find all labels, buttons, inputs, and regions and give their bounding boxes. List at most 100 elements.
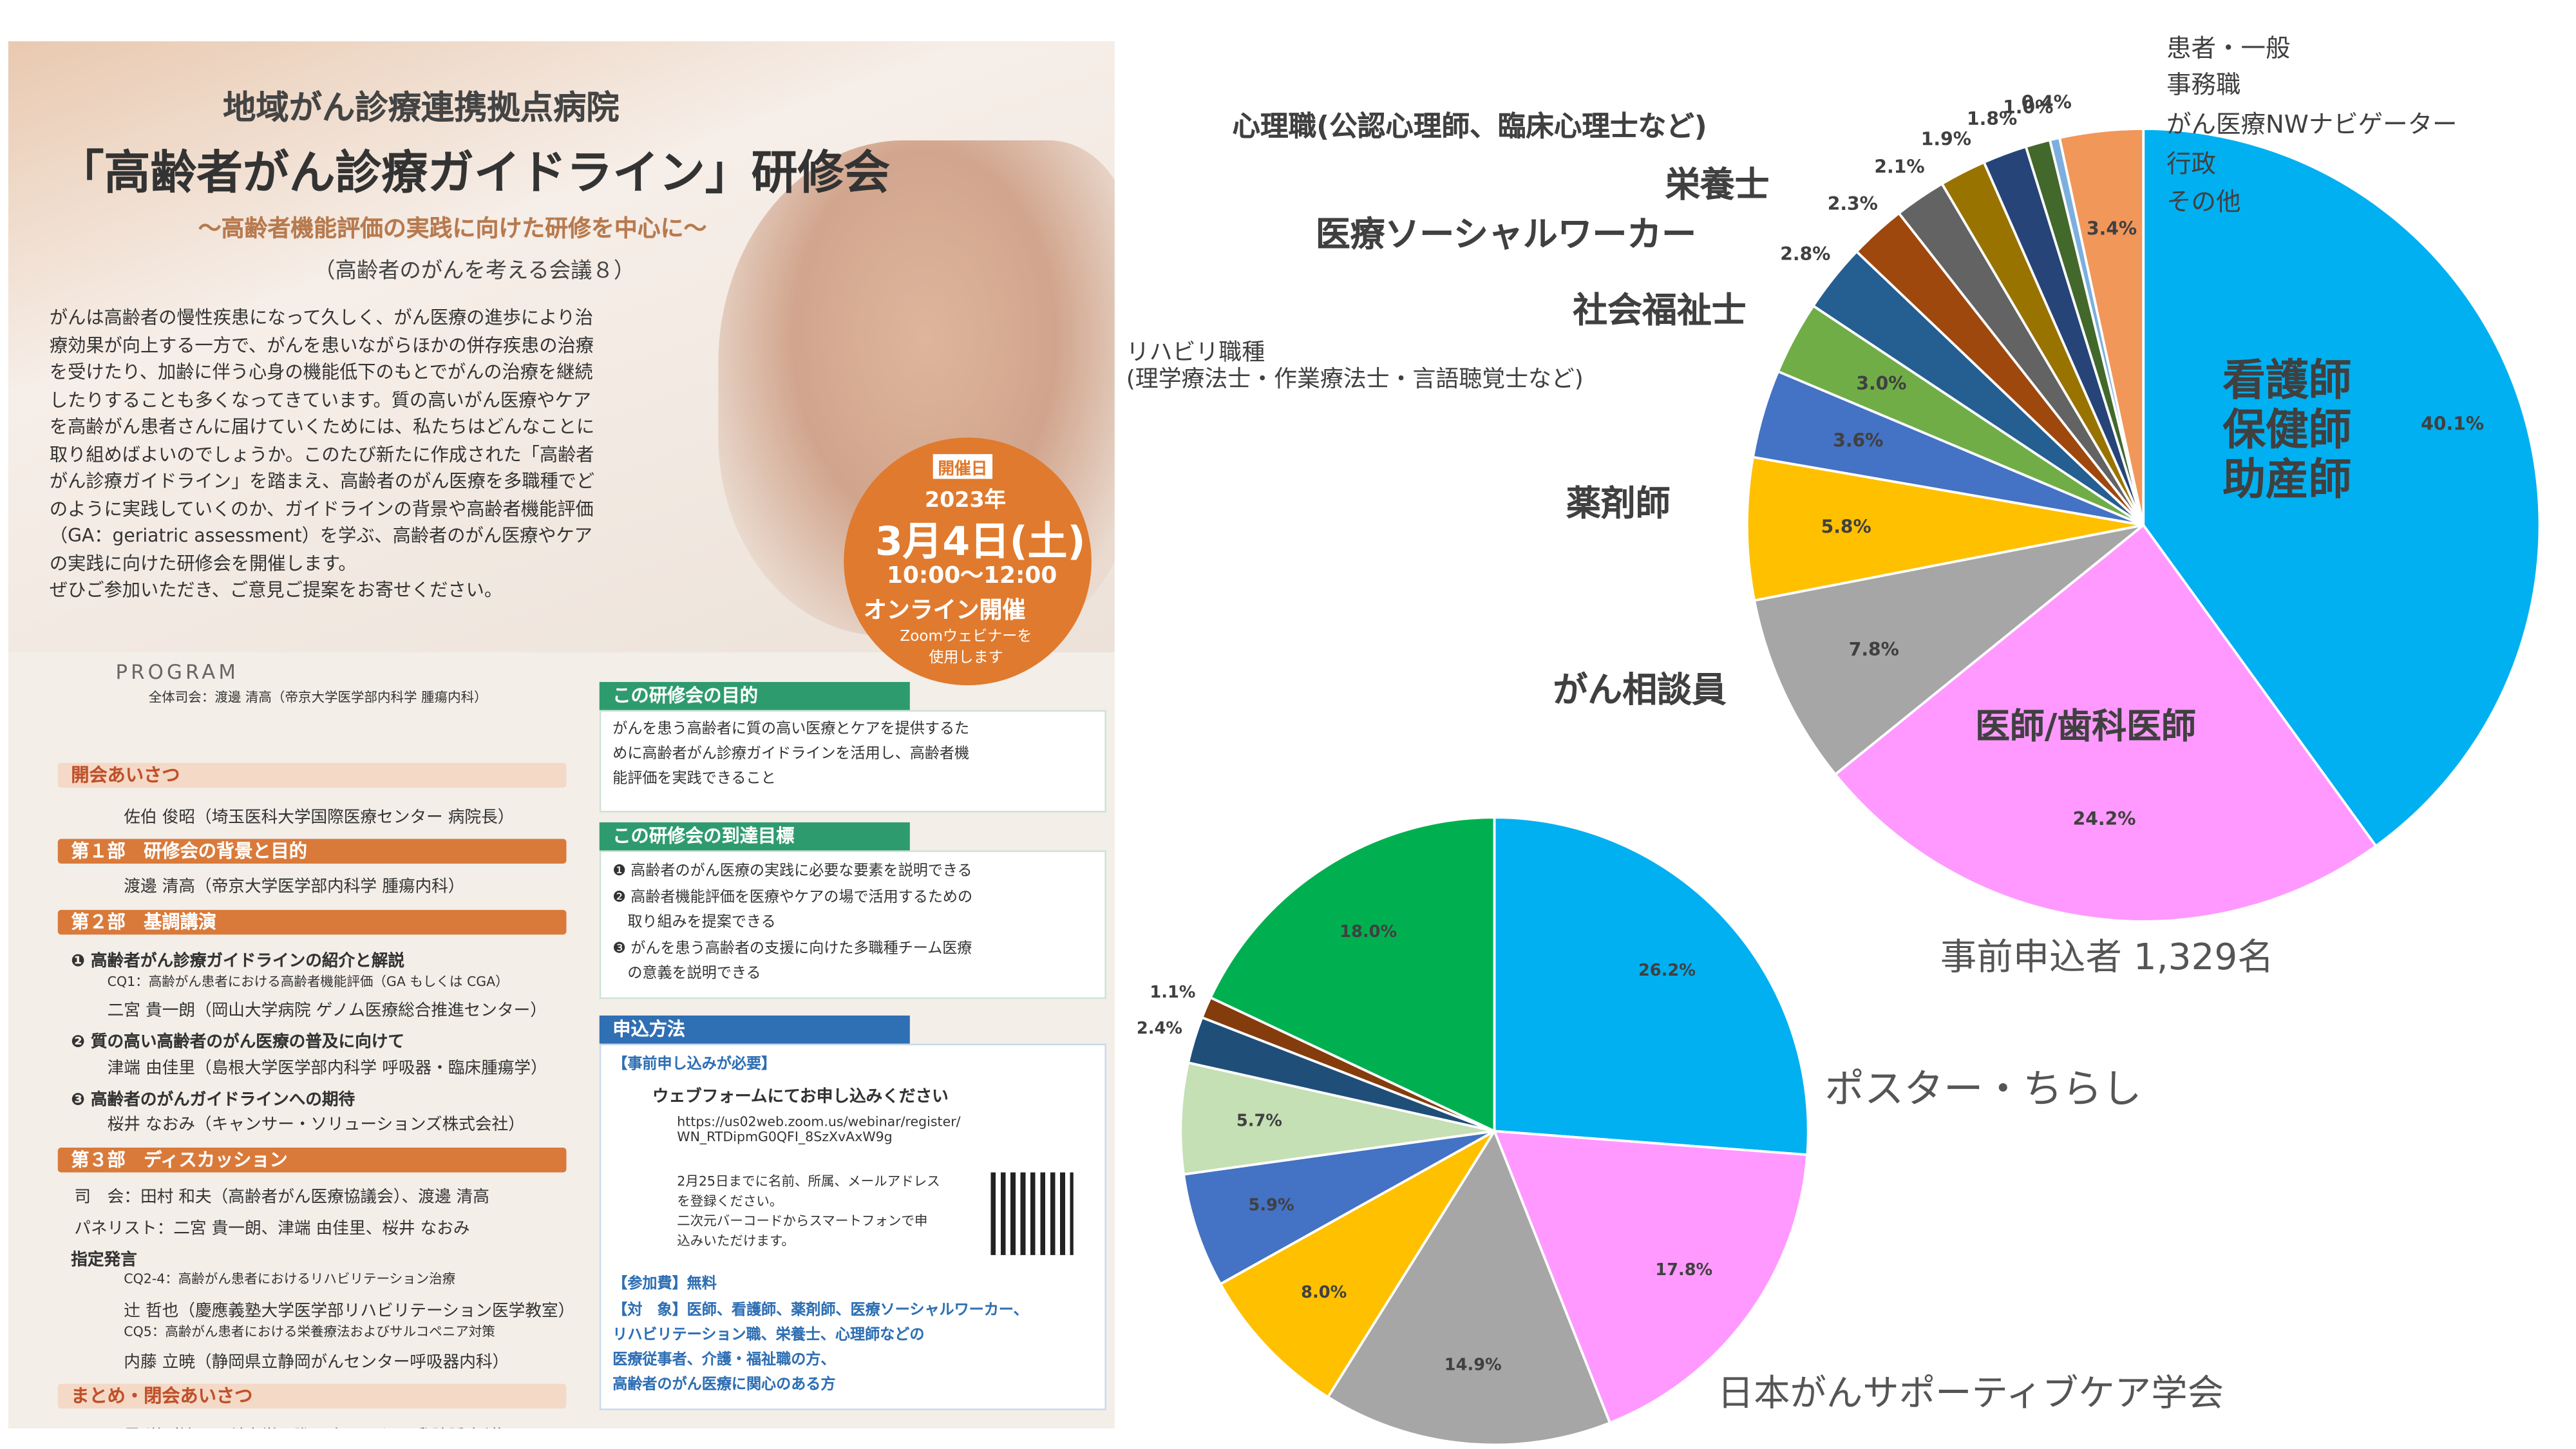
category-label: 医師/歯科医師 <box>1975 706 2196 746</box>
apply-line: 【参加費】無料 <box>612 1276 717 1293</box>
value-label: 1.9% <box>1921 128 1971 149</box>
date-year: 2023年 <box>924 488 1007 514</box>
category-label: 心理職(公認心理師、臨床心理士など) <box>1232 111 1707 144</box>
program-line: ❶ 高齢者がん診療ガイドラインの紹介と解説 <box>71 952 405 971</box>
apply-line: 【事前申し込みが必要】 <box>612 1057 777 1074</box>
value-label: 7.8% <box>1849 639 1899 660</box>
value-label: 1.0% <box>2003 97 2053 118</box>
program-line: 辻 哲也（慶應義塾大学医学部リハビリテーション医学教室） <box>124 1303 575 1321</box>
category-label: がん相談員 <box>1553 670 1727 710</box>
value-label: 26.2% <box>1638 961 1696 980</box>
pie-slice <box>1182 1130 1495 1286</box>
date-time: 10:00～12:00 <box>886 563 1057 590</box>
value-label: 3.6% <box>1833 430 1883 451</box>
flyer: 地域がん診療連携拠点病院 「高齢者がん診療ガイドライン」研修会 ～高齢者機能評価… <box>8 41 1115 1428</box>
pie-slice <box>1493 816 1810 1157</box>
program-line: CQ5：高齢がん患者における栄養療法およびサルコペニア対策 <box>124 1324 495 1340</box>
category-label: がん医療NWナビゲーター <box>2166 109 2458 140</box>
value-label: 8.0% <box>1301 1283 1347 1302</box>
series-note: （高齢者のがんを考える会議８） <box>314 259 636 285</box>
pie-slice <box>2142 128 2541 848</box>
value-label: 1.8% <box>1967 108 2017 129</box>
value-label: 2.8% <box>1780 243 1830 265</box>
mode-note: Zoomウェビナーを 使用します <box>900 629 1032 667</box>
program-line: 内藤 立暁（静岡県立静岡がんセンター呼吸器内科） <box>124 1354 509 1372</box>
annotation: 事前申込者 1,329名 <box>1940 938 2274 980</box>
value-label: 17.8% <box>1655 1260 1712 1280</box>
apply-line: 2月25日までに名前、所属、メールアドレス を登録ください。 二次元バーコードか… <box>677 1174 940 1249</box>
pie-slice <box>1218 1130 1496 1399</box>
category-label: 医療ソーシャルワーカー <box>1315 214 1697 254</box>
program-line: パネリスト：二宮 貴一朗、津端 由佳里、桜井 なおみ <box>74 1220 470 1239</box>
program-line: CQ1：高齢がん患者における高齢者機能評価（GA もしくは CGA） <box>107 974 509 989</box>
program-section: 開会あいさつ <box>57 762 567 788</box>
program-line: 指定発言 <box>71 1251 137 1270</box>
pie-slice <box>1179 1061 1495 1176</box>
goal: ❷ 高齢者機能評価を医療やケアの場で活用するための 取り組みを提案できる <box>612 890 973 932</box>
value-label: 5.8% <box>1821 516 1871 538</box>
pie-slice <box>1209 816 1496 1133</box>
apply-heading: 申込方法 <box>599 1015 910 1044</box>
program-line: 佐伯 俊昭（埼玉医科大学国際医療センター 病院長） <box>124 809 515 828</box>
purpose-heading: この研修会の目的 <box>599 681 910 710</box>
program-line: 桜井 なおみ（キャンサー・ソリューションズ株式会社） <box>107 1116 525 1135</box>
value-label: 14.9% <box>1444 1355 1502 1374</box>
purpose-text: がんを患う高齢者に質の高い医療とケアを提供するた めに高齢者がん診療ガイドライン… <box>612 721 970 788</box>
category-label: 薬剤師 <box>1566 484 1671 524</box>
title: 「高齢者がん診療ガイドライン」研修会 <box>57 145 891 200</box>
program-line: 司 会：田村 和夫（高齢者がん医療協議会）、渡邊 清高 <box>74 1189 489 1208</box>
pie-slice <box>1326 1128 1612 1446</box>
program-chair: 全体司会：渡邊 清高（帝京大学医学部内科学 腫瘍内科） <box>148 690 488 705</box>
program-section: 第２部 基調講演 <box>57 909 567 935</box>
pie-slice <box>1752 524 2145 777</box>
value-label: 5.7% <box>1236 1111 1282 1130</box>
program-section: まとめ・閉会あいさつ <box>57 1383 567 1409</box>
value-label: 2.1% <box>1874 156 1924 177</box>
date-day: 3月4日(土) <box>875 518 1086 565</box>
value-label: 24.2% <box>2073 808 2136 829</box>
program-heading: PROGRAM <box>115 660 240 684</box>
category-label: 患者・一般 <box>2166 33 2291 64</box>
goals-heading: この研修会の到達目標 <box>599 822 910 851</box>
category-label: 看護師 保健師 助産師 <box>2222 357 2352 506</box>
program-section: 第３部 ディスカッション <box>57 1148 567 1173</box>
value-label: 18.0% <box>1340 922 1397 942</box>
apply-line: 【対 象】医師、看護師、薬剤師、医療ソーシャルワーカー、 リハビリテーション職、… <box>612 1303 1028 1394</box>
qr-code <box>990 1172 1074 1255</box>
annotation: 日本がんサポーティブケア学会 <box>1717 1374 2224 1416</box>
apply-line: https://us02web.zoom.us/webinar/register… <box>677 1114 961 1144</box>
value-label: 40.1% <box>2421 413 2484 435</box>
value-label: 3.4% <box>2087 218 2137 239</box>
org: 地域がん診療連携拠点病院 <box>223 87 620 128</box>
pie-slice <box>1745 455 2144 602</box>
value-label: 3.0% <box>1856 373 1906 394</box>
date-badge <box>844 437 1092 686</box>
program-line: 津端 由佳里（島根大学医学部内科学 呼吸器・臨床腫瘍学） <box>107 1060 547 1079</box>
program-line: ❷ 質の高い高齢者のがん医療の普及に向けて <box>71 1034 405 1052</box>
category-label: その他 <box>2166 187 2241 217</box>
category-label: 事務職 <box>2166 70 2241 100</box>
program-line: 渡邊 清高（帝京大学医学部内科学 腫瘍内科） <box>124 878 465 897</box>
intro: がんは高齢者の慢性疾患になって久しく、がん医療の進歩により治 療効果が向上する一… <box>49 307 595 601</box>
category-label: リハビリ職種 (理学療法士・作業療法士・言語聴覚士など) <box>1126 339 1584 393</box>
value-label: 2.3% <box>1828 193 1878 214</box>
date-label: 開催日 <box>933 454 993 479</box>
mode: オンライン開催 <box>864 598 1026 625</box>
program-line: CQ2-4：高齢がん患者におけるリハビリテーション治療 <box>124 1271 456 1287</box>
program-line: 二宮 貴一朗（岡山大学病院 ゲノム医療総合推進センター） <box>107 1002 547 1021</box>
value-label: 5.9% <box>1249 1196 1294 1215</box>
value-label: 1.1% <box>1150 983 1195 1002</box>
value-label: 0.4% <box>2022 92 2072 113</box>
category-label: 社会福祉士 <box>1573 290 1747 330</box>
program-line: ❸ 高齢者のがんガイドラインへの期待 <box>71 1091 355 1110</box>
category-label: 行政 <box>2166 149 2217 179</box>
subtitle: ～高齢者機能評価の実践に向けた研修を中心に～ <box>198 216 707 243</box>
apply-line: ウェブフォームにてお申し込みください <box>652 1088 949 1106</box>
value-label: 2.4% <box>1137 1019 1182 1038</box>
pie-slice <box>1833 523 2378 923</box>
pie-slice <box>2058 128 2145 526</box>
program-section: 第１部 研修会の背景と目的 <box>57 838 567 864</box>
